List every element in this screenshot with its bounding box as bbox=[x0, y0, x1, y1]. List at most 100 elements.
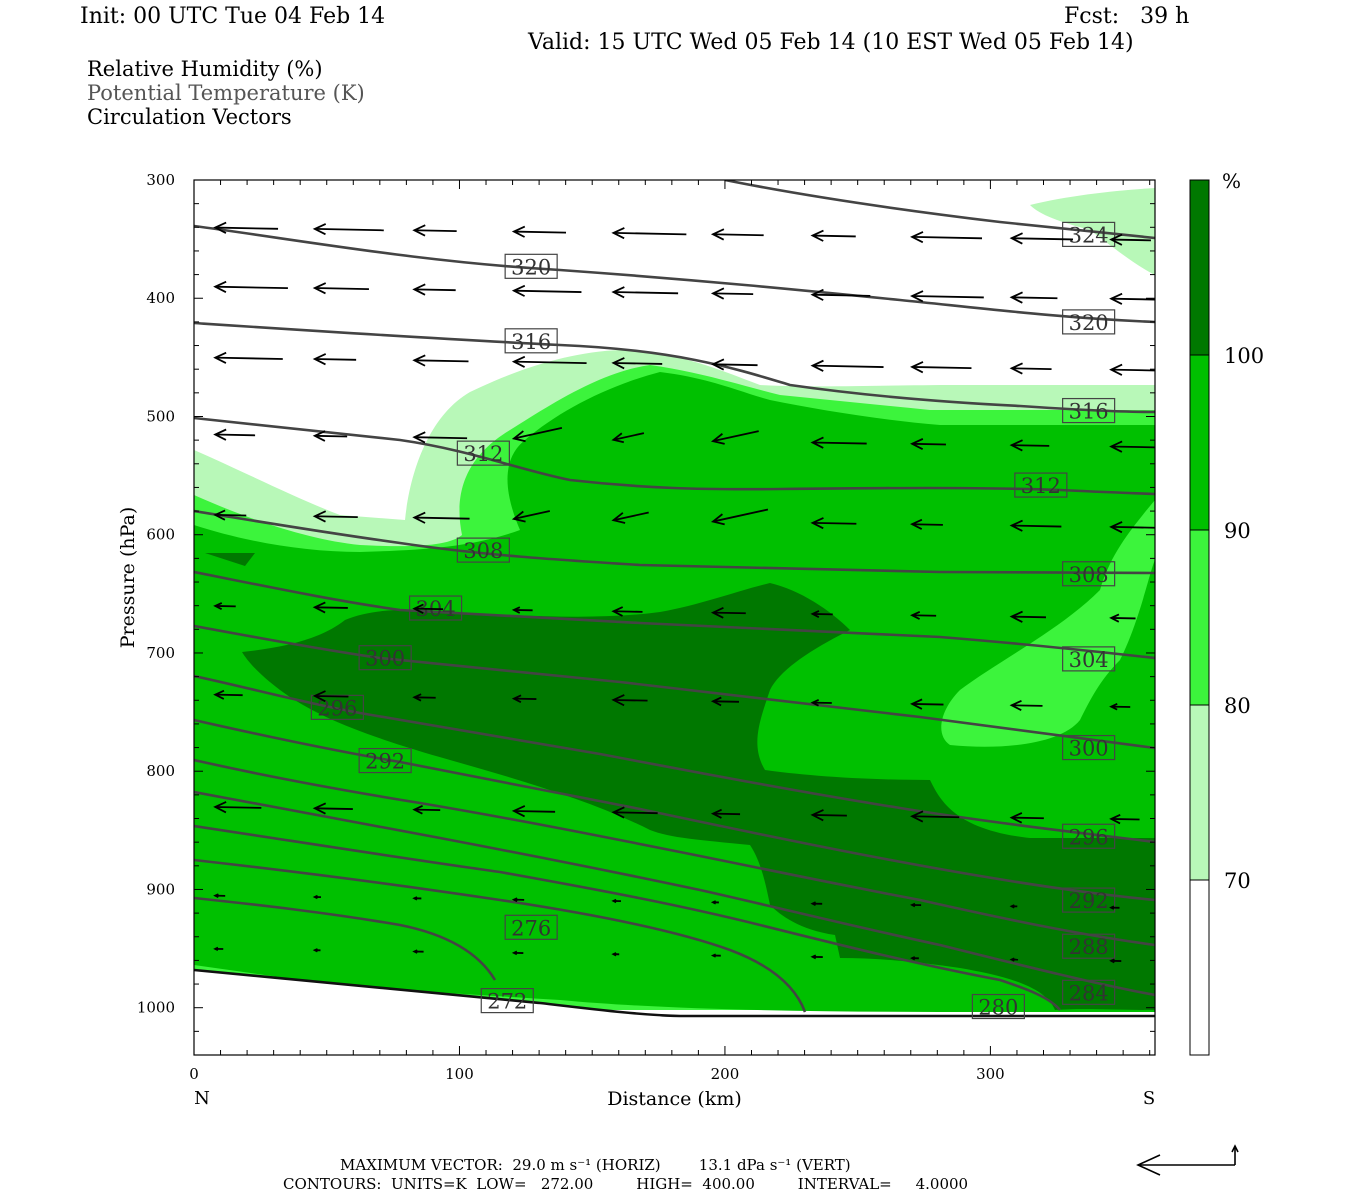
circulation-vector bbox=[912, 703, 944, 706]
circulation-vector bbox=[215, 226, 279, 230]
circulation-vector-head bbox=[710, 433, 725, 445]
legend-circulation-vectors: Circulation Vectors bbox=[87, 105, 292, 129]
contour-label: 304 bbox=[1069, 648, 1109, 672]
circulation-vector bbox=[1011, 816, 1044, 820]
axis-text: 300 400 500 600 700 800 900 1000 0 100 200 300 N S Dis… bbox=[117, 171, 1155, 1110]
circulation-vector-head bbox=[412, 949, 418, 954]
contour-label: 276 bbox=[511, 916, 551, 940]
circulation-vector-head bbox=[412, 603, 424, 614]
circulation-vector bbox=[812, 234, 856, 238]
circulation-vector-head bbox=[1109, 233, 1123, 246]
circulation-vector-head bbox=[1009, 610, 1023, 623]
colorbar-level-label: 100 bbox=[1224, 344, 1264, 368]
rh-fill-100-small bbox=[205, 553, 255, 566]
circulation-vector-head bbox=[710, 358, 725, 371]
contour-label-box bbox=[1062, 397, 1116, 424]
circulation-vector bbox=[1111, 818, 1140, 821]
init-time: Init: 00 UTC Tue 04 Feb 14 bbox=[80, 4, 386, 29]
circulation-vector bbox=[712, 292, 754, 296]
circulation-vector bbox=[712, 430, 759, 443]
circulation-vector-head bbox=[213, 221, 227, 234]
circulation-vector bbox=[1011, 704, 1043, 707]
circulation-vector bbox=[812, 814, 847, 817]
x-tick-label: 200 bbox=[711, 1065, 740, 1083]
circulation-vector-head bbox=[213, 602, 223, 611]
circulation-vector-head bbox=[1009, 519, 1023, 532]
x-axis-title: Distance (km) bbox=[607, 1088, 742, 1110]
theta-contour-284 bbox=[194, 790, 1155, 997]
circulation-vector-head bbox=[312, 430, 326, 442]
circulation-vector bbox=[613, 291, 679, 295]
circulation-vector bbox=[1011, 296, 1058, 300]
circulation-vector-head bbox=[810, 698, 820, 707]
colorbar-level-label: 80 bbox=[1224, 694, 1251, 718]
circulation-vector-head bbox=[312, 282, 327, 295]
circulation-vector-head bbox=[910, 902, 916, 908]
circulation-vector-head bbox=[1009, 699, 1022, 711]
circulation-vector-head bbox=[611, 432, 625, 444]
contour-label: 312 bbox=[1021, 474, 1061, 498]
circulation-vector-head bbox=[1109, 613, 1120, 623]
circulation-vector bbox=[1011, 524, 1062, 528]
theta-contour-276 bbox=[194, 896, 497, 981]
footer-max-vector: MAXIMUM VECTOR: 29.0 m s⁻¹ (HORIZ) 13.1 … bbox=[340, 1156, 851, 1174]
circulation-vector-head bbox=[910, 518, 923, 530]
circulation-vector-head bbox=[611, 606, 624, 617]
circulation-vector-head bbox=[710, 900, 717, 905]
potential-temperature-contours bbox=[194, 180, 1155, 1018]
x-end-label-south: S bbox=[1143, 1088, 1155, 1109]
circulation-vector bbox=[812, 441, 867, 445]
x-tick-label: 100 bbox=[445, 1065, 474, 1083]
contour-label: 288 bbox=[1069, 935, 1109, 959]
circulation-vector-head bbox=[412, 283, 426, 296]
circulation-vector-head bbox=[312, 948, 318, 953]
circulation-vector bbox=[314, 228, 384, 232]
theta-contour-292 bbox=[194, 718, 1155, 902]
circulation-vector-head bbox=[710, 513, 725, 526]
circulation-vector bbox=[1111, 238, 1151, 242]
circulation-vector-head bbox=[1109, 958, 1115, 964]
colorbar-frame bbox=[1189, 179, 1210, 1056]
legend-potential-temperature: Potential Temperature (K) bbox=[87, 81, 365, 105]
theta-contour-316 bbox=[194, 321, 1155, 414]
y-tick-label: 600 bbox=[146, 526, 175, 544]
circulation-vector bbox=[613, 511, 649, 522]
theta-contour-296 bbox=[194, 674, 1155, 844]
colorbar-level-label: 70 bbox=[1224, 869, 1251, 893]
theta-contour-320 bbox=[194, 224, 1155, 324]
circulation-vector bbox=[215, 806, 262, 809]
circulation-vector-head bbox=[810, 229, 824, 242]
contour-label: 280 bbox=[978, 996, 1018, 1020]
circulation-vector bbox=[712, 233, 764, 237]
circulation-vector bbox=[314, 287, 369, 291]
contour-label-box bbox=[1014, 472, 1068, 498]
circulation-vector bbox=[314, 515, 358, 519]
circulation-vector-head bbox=[511, 225, 526, 238]
circulation-vector-head bbox=[1009, 812, 1023, 824]
plot-frame bbox=[193, 179, 1156, 1056]
circulation-vector-head bbox=[910, 956, 916, 961]
theta-contour-280b bbox=[194, 858, 807, 1013]
circulation-vector bbox=[613, 362, 663, 365]
circulation-vector-head bbox=[611, 357, 625, 370]
circulation-vector bbox=[1011, 367, 1052, 370]
circulation-vector bbox=[414, 229, 457, 232]
colorbar-segment bbox=[1190, 355, 1209, 530]
circulation-vector-head bbox=[1009, 957, 1015, 962]
contour-label-box bbox=[1062, 309, 1116, 335]
circulation-vector-head bbox=[611, 286, 625, 299]
circulation-vector-head bbox=[1109, 440, 1123, 453]
contour-label-box bbox=[504, 328, 558, 354]
circulation-vector-head bbox=[511, 897, 518, 903]
axis-ticks bbox=[193, 179, 1155, 1056]
circulation-vector bbox=[513, 230, 567, 234]
circulation-vector-head bbox=[213, 351, 227, 364]
circulation-vector-head bbox=[312, 690, 326, 703]
circulation-vector bbox=[712, 611, 746, 615]
circulation-vector-head bbox=[312, 894, 318, 900]
circulation-vector-head bbox=[1109, 521, 1123, 534]
circulation-vector bbox=[1011, 444, 1050, 447]
y-tick-label: 300 bbox=[146, 171, 175, 189]
contour-label-box bbox=[408, 595, 463, 621]
circulation-vector-head bbox=[1009, 439, 1023, 452]
